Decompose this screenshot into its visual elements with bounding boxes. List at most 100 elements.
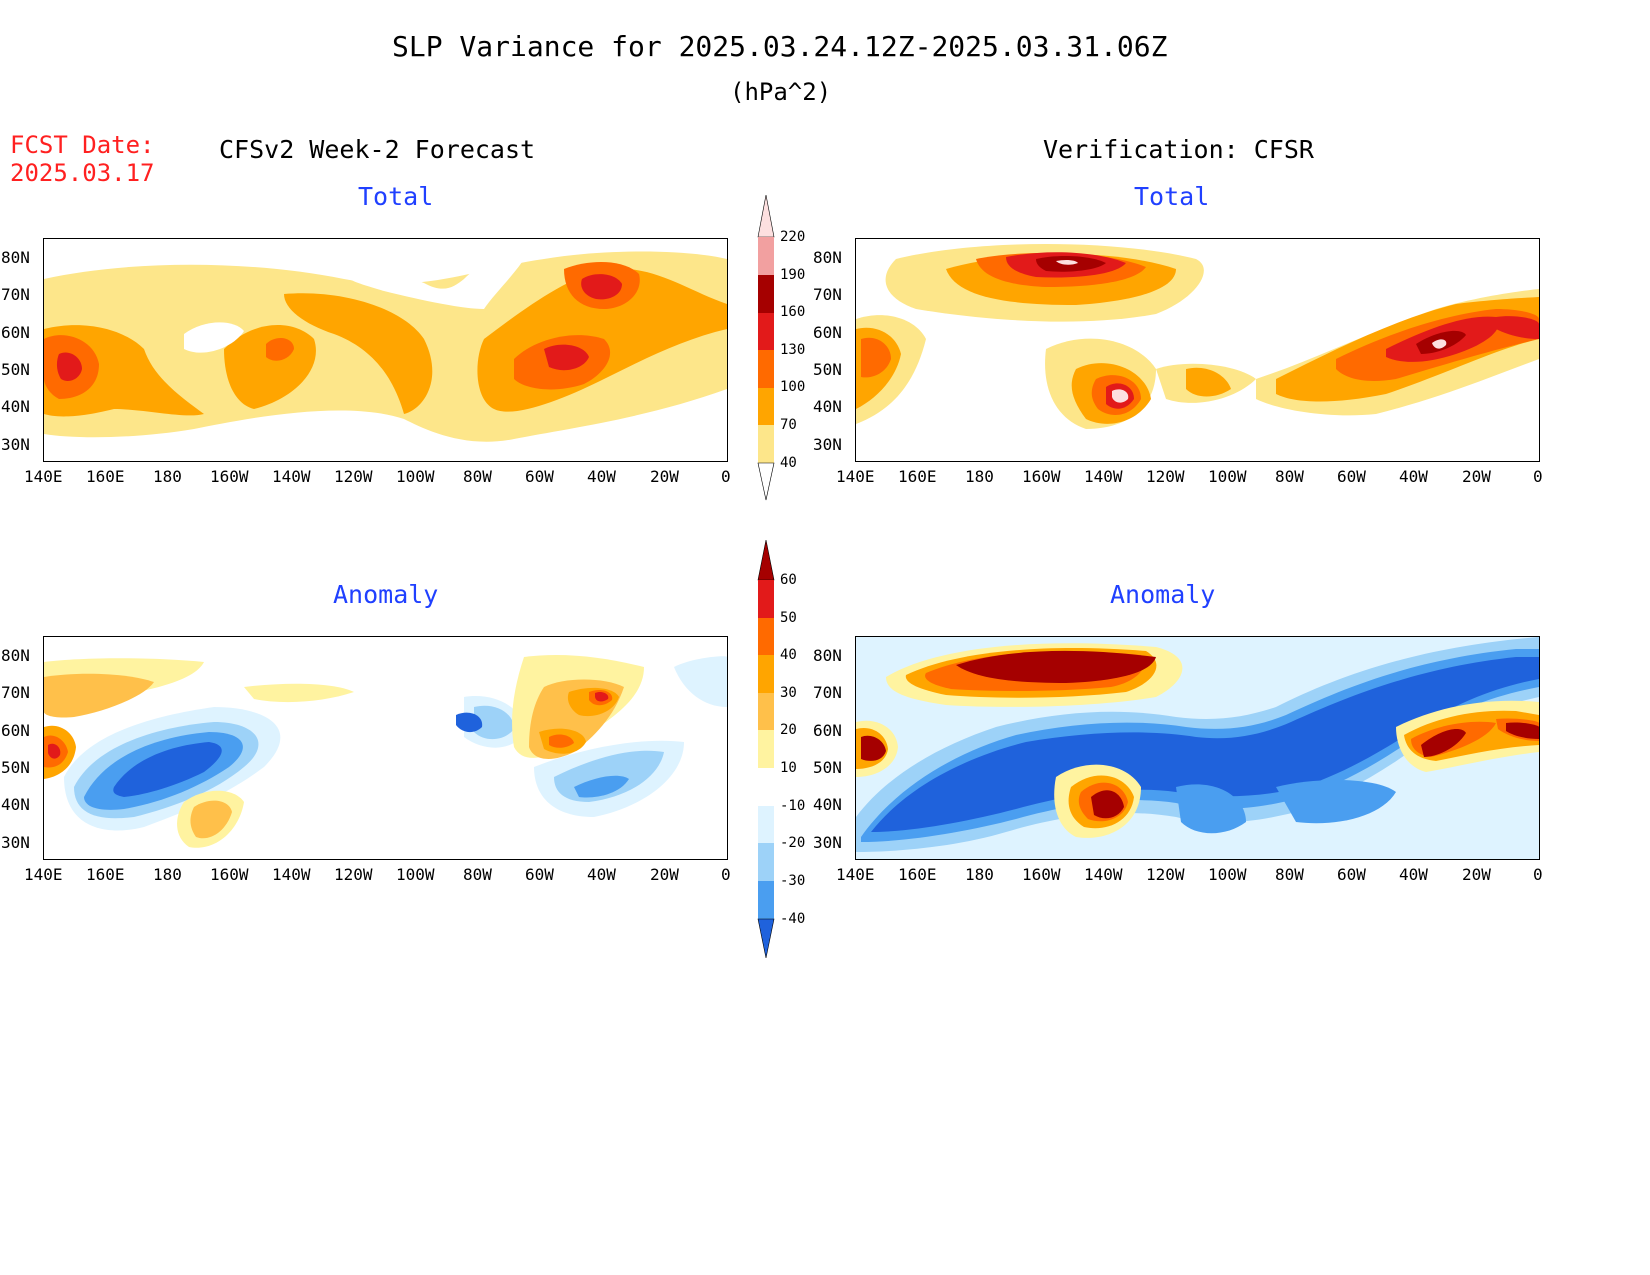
units-label: (hPa^2) (730, 78, 832, 106)
anomaly-colorbar-label-60: 60 (780, 572, 797, 588)
forecast-anomaly-field (44, 655, 727, 848)
lat-label-30n-verification-total: 30N (813, 435, 842, 454)
lon-label-140e-forecast-anomaly: 140E (24, 865, 63, 884)
lon-label-140w-forecast-anomaly: 140W (272, 865, 311, 884)
verification-total-field (856, 244, 1539, 429)
total-colorbar-swatch-130 (758, 312, 774, 350)
main-title: SLP Variance for 2025.03.24.12Z-2025.03.… (392, 30, 1168, 63)
total-colorbar-swatch-40 (758, 425, 774, 463)
anomaly-colorbar-label-neg10: -10 (780, 798, 806, 814)
anomaly-colorbar-label-50: 50 (780, 610, 797, 626)
lon-label-180-verification-anomaly: 180 (965, 865, 994, 884)
map-panel-forecast-total (43, 238, 728, 462)
lon-label-100w-verification-anomaly: 100W (1208, 865, 1247, 884)
lon-label-140w-verification-total: 140W (1084, 467, 1123, 486)
anomaly-colorbar-swatch-20-30 (758, 693, 774, 730)
lat-label-80n-forecast-total: 80N (1, 248, 30, 267)
total-colorbar-label-220: 220 (780, 229, 806, 245)
map-panel-forecast-anomaly (43, 636, 728, 860)
lon-label-180-forecast-total: 180 (153, 467, 182, 486)
anomaly-colorbar-swatch-neg30-neg40 (758, 881, 774, 919)
lat-label-60n-forecast-anomaly: 60N (1, 721, 30, 740)
anomaly-colorbar (757, 540, 775, 959)
lon-label-160w-forecast-anomaly: 160W (210, 865, 249, 884)
total-colorbar-label-130: 130 (780, 342, 806, 358)
lat-label-50n-verification-anomaly: 50N (813, 758, 842, 777)
lat-label-70n-verification-total: 70N (813, 285, 842, 304)
lat-label-30n-verification-anomaly: 30N (813, 833, 842, 852)
verification-anomaly-field (856, 637, 1539, 859)
lat-label-50n-verification-total: 50N (813, 360, 842, 379)
lon-label-80w-forecast-anomaly: 80W (463, 865, 492, 884)
lat-label-50n-forecast-anomaly: 50N (1, 758, 30, 777)
lon-label-140w-forecast-total: 140W (272, 467, 311, 486)
lon-label-0-verification-total: 0 (1533, 467, 1543, 486)
anomaly-colorbar-swatch-30-40 (758, 655, 774, 693)
lat-label-70n-forecast-anomaly: 70N (1, 683, 30, 702)
anomaly-colorbar-swatch-neutral (758, 768, 774, 806)
lon-label-0-forecast-anomaly: 0 (721, 865, 731, 884)
panel-title-verification-anomaly: Anomaly (1110, 580, 1216, 609)
anomaly-colorbar-label-neg30: -30 (780, 873, 806, 889)
lat-label-40n-forecast-total: 40N (1, 397, 30, 416)
lon-label-20w-verification-total: 20W (1462, 467, 1491, 486)
lat-label-30n-forecast-total: 30N (1, 435, 30, 454)
anomaly-colorbar-label-20: 20 (780, 722, 797, 738)
lon-label-0-verification-anomaly: 0 (1533, 865, 1543, 884)
panel-title-forecast-total: Total (358, 182, 434, 211)
panel-title-forecast-anomaly: Anomaly (333, 580, 439, 609)
lon-label-20w-verification-anomaly: 20W (1462, 865, 1491, 884)
lon-label-80w-forecast-total: 80W (463, 467, 492, 486)
anomaly-colorbar-swatch-neg10-neg20 (758, 806, 774, 843)
lon-label-140e-verification-anomaly: 140E (836, 865, 875, 884)
lat-label-40n-verification-anomaly: 40N (813, 795, 842, 814)
total-colorbar-swatch-190 (758, 237, 774, 275)
fcst-date-label: FCST Date: (10, 131, 155, 159)
anomaly-colorbar-label-40: 40 (780, 647, 797, 663)
lon-label-100w-forecast-total: 100W (396, 467, 435, 486)
lon-label-140e-verification-total: 140E (836, 467, 875, 486)
right-column-title: Verification: CFSR (1043, 135, 1314, 164)
total-colorbar-label-190: 190 (780, 267, 806, 283)
lat-label-80n-verification-total: 80N (813, 248, 842, 267)
lat-label-80n-verification-anomaly: 80N (813, 646, 842, 665)
anomaly-colorbar-label-neg20: -20 (780, 835, 806, 851)
lat-label-80n-forecast-anomaly: 80N (1, 646, 30, 665)
total-colorbar-label-40: 40 (780, 455, 797, 471)
lon-label-60w-verification-total: 60W (1337, 467, 1366, 486)
lon-label-80w-verification-anomaly: 80W (1275, 865, 1304, 884)
lon-label-40w-verification-anomaly: 40W (1399, 865, 1428, 884)
lon-label-180-forecast-anomaly: 180 (153, 865, 182, 884)
lon-label-60w-forecast-total: 60W (525, 467, 554, 486)
lon-label-140w-verification-anomaly: 140W (1084, 865, 1123, 884)
lon-label-120w-verification-total: 120W (1146, 467, 1185, 486)
left-column-title: CFSv2 Week-2 Forecast (219, 135, 536, 164)
anomaly-colorbar-label-neg40: -40 (780, 911, 806, 927)
anomaly-colorbar-swatch-neg20-neg30 (758, 843, 774, 881)
lon-label-160e-forecast-total: 160E (86, 467, 125, 486)
lon-label-40w-verification-total: 40W (1399, 467, 1428, 486)
lat-label-40n-forecast-anomaly: 40N (1, 795, 30, 814)
lon-label-160e-verification-anomaly: 160E (898, 865, 937, 884)
lon-label-100w-forecast-anomaly: 100W (396, 865, 435, 884)
total-colorbar-swatch-100 (758, 350, 774, 388)
total-colorbar-swatch-160 (758, 275, 774, 313)
lat-label-70n-forecast-total: 70N (1, 285, 30, 304)
lon-label-120w-forecast-total: 120W (334, 467, 373, 486)
lat-label-50n-forecast-total: 50N (1, 360, 30, 379)
lon-label-160w-verification-total: 160W (1022, 467, 1061, 486)
panel-title-verification-total: Total (1134, 182, 1210, 211)
lat-label-60n-verification-total: 60N (813, 323, 842, 342)
lat-label-40n-verification-total: 40N (813, 397, 842, 416)
lon-label-20w-forecast-total: 20W (650, 467, 679, 486)
lon-label-160e-forecast-anomaly: 160E (86, 865, 125, 884)
total-colorbar-label-160: 160 (780, 304, 806, 320)
lon-label-60w-forecast-anomaly: 60W (525, 865, 554, 884)
lon-label-0-forecast-total: 0 (721, 467, 731, 486)
lon-label-160w-verification-anomaly: 160W (1022, 865, 1061, 884)
lon-label-120w-forecast-anomaly: 120W (334, 865, 373, 884)
lon-label-120w-verification-anomaly: 120W (1146, 865, 1185, 884)
lon-label-60w-verification-anomaly: 60W (1337, 865, 1366, 884)
lon-label-40w-forecast-total: 40W (587, 467, 616, 486)
anomaly-colorbar-swatch-50-60 (758, 580, 774, 618)
